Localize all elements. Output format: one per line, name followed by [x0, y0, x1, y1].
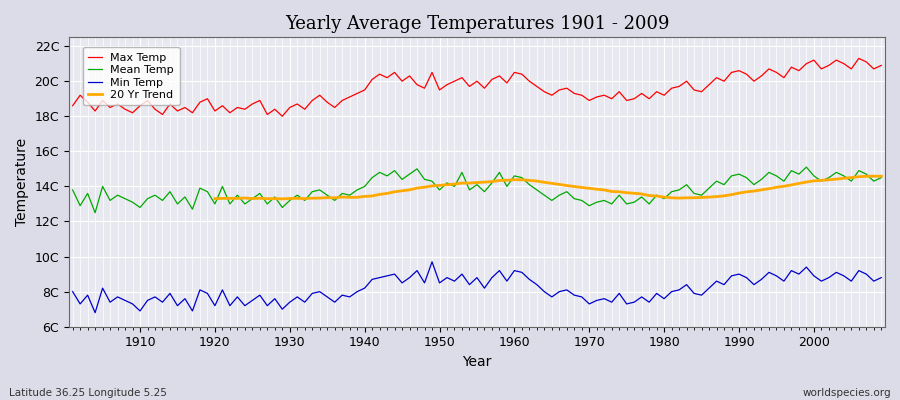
20 Yr Trend [853, 174, 864, 179]
Mean Temp [509, 174, 520, 178]
20 Yr Trend [681, 196, 692, 200]
Line: Max Temp: Max Temp [73, 58, 881, 116]
Legend: Max Temp, Mean Temp, Min Temp, 20 Yr Trend: Max Temp, Mean Temp, Min Temp, 20 Yr Tre… [83, 47, 180, 106]
20 Yr Trend [786, 182, 796, 187]
Max Temp [127, 110, 138, 115]
20 Yr Trend [277, 196, 288, 201]
Mean Temp [68, 188, 78, 192]
Y-axis label: Temperature: Temperature [15, 138, 29, 226]
Text: worldspecies.org: worldspecies.org [803, 388, 891, 398]
20 Yr Trend [876, 174, 886, 179]
Max Temp [517, 72, 527, 76]
20 Yr Trend [419, 185, 430, 190]
20 Yr Trend [307, 196, 318, 200]
Max Temp [277, 114, 288, 119]
Max Temp [68, 103, 78, 108]
Min Temp [68, 289, 78, 294]
Max Temp [300, 107, 310, 112]
Max Temp [345, 94, 356, 99]
20 Yr Trend [868, 174, 879, 178]
Min Temp [524, 277, 535, 282]
Max Temp [509, 70, 520, 75]
Min Temp [90, 310, 101, 315]
Line: Min Temp: Min Temp [73, 262, 881, 313]
Min Temp [614, 291, 625, 296]
X-axis label: Year: Year [463, 355, 491, 369]
Min Temp [876, 275, 886, 280]
Line: 20 Yr Trend: 20 Yr Trend [215, 176, 881, 199]
Mean Temp [135, 205, 146, 210]
Min Temp [345, 294, 356, 299]
Max Temp [853, 56, 864, 61]
Min Temp [517, 270, 527, 275]
Mean Temp [607, 202, 617, 206]
20 Yr Trend [210, 196, 220, 201]
Min Temp [135, 308, 146, 313]
Min Temp [300, 300, 310, 304]
Mean Temp [345, 193, 356, 198]
20 Yr Trend [771, 185, 782, 190]
Text: Latitude 36.25 Longitude 5.25: Latitude 36.25 Longitude 5.25 [9, 388, 166, 398]
Mean Temp [801, 165, 812, 170]
Min Temp [427, 260, 437, 264]
Max Temp [876, 63, 886, 68]
Line: Mean Temp: Mean Temp [73, 167, 881, 213]
Mean Temp [517, 175, 527, 180]
Mean Temp [300, 198, 310, 203]
Title: Yearly Average Temperatures 1901 - 2009: Yearly Average Temperatures 1901 - 2009 [284, 15, 670, 33]
Mean Temp [90, 210, 101, 215]
Max Temp [607, 96, 617, 101]
Mean Temp [876, 175, 886, 180]
